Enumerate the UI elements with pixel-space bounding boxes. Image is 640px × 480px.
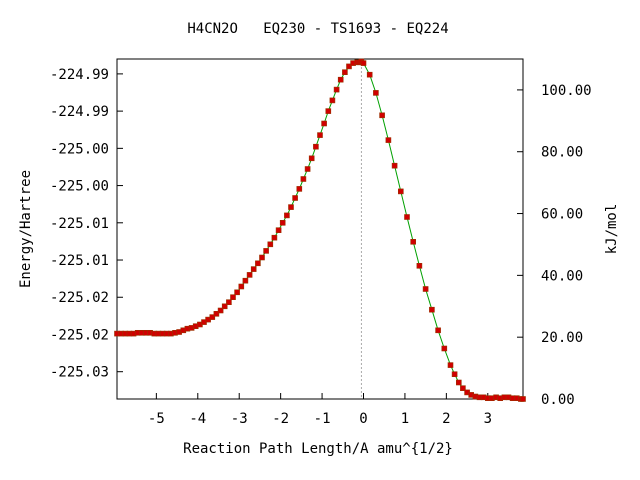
data-point <box>455 379 462 386</box>
x-tick-label: 0 <box>359 411 367 427</box>
data-point <box>242 277 249 284</box>
y-tick-label: -224.99 <box>50 67 109 83</box>
plot-frame <box>116 58 524 400</box>
data-point <box>226 299 232 306</box>
data-point <box>217 307 224 314</box>
x-tick-label: -2 <box>272 411 289 427</box>
data-point-markers <box>114 58 526 402</box>
data-point <box>230 294 236 301</box>
y-tick-label: -225.00 <box>50 141 109 157</box>
data-point <box>447 362 454 368</box>
data-point <box>275 227 282 233</box>
data-point <box>410 239 417 245</box>
data-point <box>520 396 526 402</box>
data-point <box>246 272 253 278</box>
y-tick-label: -225.01 <box>50 253 109 269</box>
data-point <box>391 162 398 169</box>
data-point <box>209 314 216 320</box>
data-point <box>451 371 458 378</box>
data-point <box>317 132 323 138</box>
y-tick-label: -225.00 <box>50 179 109 195</box>
y2-tick-label: 60.00 <box>541 207 583 223</box>
y-tick-label: -225.03 <box>50 365 109 381</box>
data-point <box>404 214 410 220</box>
data-point <box>263 248 269 254</box>
data-point <box>360 60 367 66</box>
data-point <box>221 303 228 310</box>
data-point <box>385 137 392 143</box>
data-point <box>292 195 298 201</box>
data-point <box>238 283 245 290</box>
data-point <box>267 241 274 248</box>
data-point <box>271 234 278 241</box>
chart-title: H4CN2O EQ230 - TS1693 - EQ224 <box>187 21 448 37</box>
data-point <box>366 71 373 78</box>
data-point <box>259 254 265 261</box>
data-point <box>379 112 385 119</box>
data-point <box>279 220 286 226</box>
data-point <box>296 186 303 192</box>
data-point <box>288 204 294 210</box>
y-axis-label: Energy/Hartree <box>18 170 34 288</box>
data-point <box>329 97 336 104</box>
data-point <box>342 69 348 75</box>
y2-axis-label: kJ/mol <box>604 204 620 255</box>
data-point <box>325 108 332 114</box>
data-point <box>321 120 327 127</box>
y2-tick-label: 20.00 <box>541 330 583 346</box>
x-tick-label: -5 <box>148 411 165 427</box>
y-tick-label: -225.02 <box>50 327 109 343</box>
data-point <box>460 385 466 392</box>
y2-tick-label: 80.00 <box>541 145 583 161</box>
data-point <box>416 262 423 269</box>
data-point <box>346 63 352 70</box>
data-point <box>313 143 319 150</box>
y2-tick-label: 40.00 <box>541 268 583 284</box>
x-axis-label: Reaction Path Length/A amu^{1/2} <box>183 441 453 457</box>
y2-tick-label: 100.00 <box>541 83 592 99</box>
right-axis-ticks: 0.00 20.00 40.00 60.00 80.00 100.00 <box>517 83 592 408</box>
data-point <box>250 266 257 272</box>
left-axis-ticks: -224.99 -224.99 -225.00 -225.00 -225.01 -225.… <box>50 67 123 381</box>
data-point <box>422 286 429 292</box>
x-tick-label: 3 <box>484 411 492 427</box>
x-tick-label: -4 <box>189 411 206 427</box>
y2-tick-label: 0.00 <box>541 392 575 408</box>
data-point <box>284 212 290 219</box>
data-point <box>308 155 315 162</box>
data-point <box>213 310 220 317</box>
y-tick-label: -224.99 <box>50 104 109 120</box>
data-point <box>304 166 311 172</box>
x-tick-label: -1 <box>314 411 331 427</box>
data-point <box>373 90 379 96</box>
y-tick-label: -225.01 <box>50 216 109 232</box>
data-point <box>255 260 261 267</box>
bottom-axis-ticks: -5 -4 -3 -2 -1 0 1 2 3 <box>148 393 492 427</box>
data-point <box>234 289 240 296</box>
data-point <box>300 176 307 182</box>
x-tick-label: 2 <box>442 411 450 427</box>
data-point <box>429 306 435 313</box>
data-point <box>435 327 441 334</box>
data-point <box>397 188 404 195</box>
x-tick-label: 1 <box>401 411 409 427</box>
y-tick-label: -225.02 <box>50 290 109 306</box>
data-point <box>333 86 340 93</box>
data-point <box>337 76 344 83</box>
data-point <box>441 345 448 352</box>
x-tick-label: -3 <box>231 411 248 427</box>
energy-profile-line <box>117 60 523 400</box>
